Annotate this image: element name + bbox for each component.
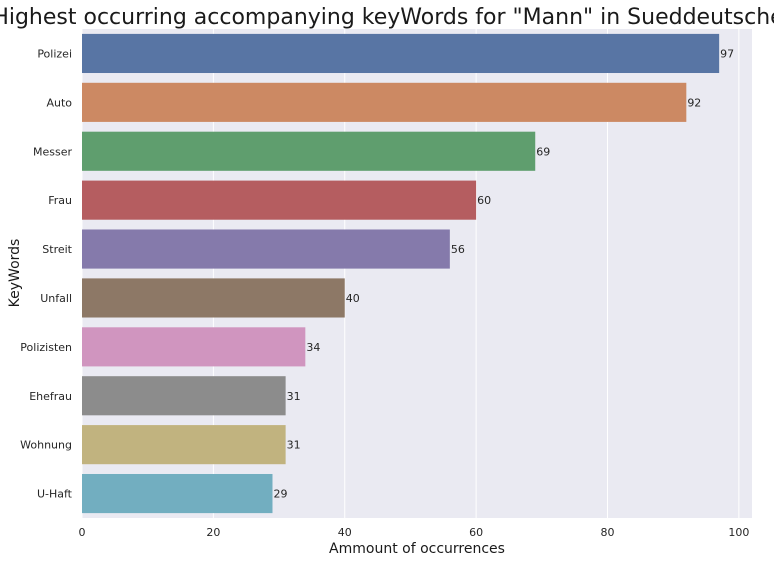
y-tick-label: Frau <box>48 194 72 207</box>
y-tick-label: Ehefrau <box>29 390 72 403</box>
bar-value-label: 29 <box>273 488 287 501</box>
y-tick-label: U-Haft <box>37 488 73 501</box>
bar-value-label: 31 <box>287 390 301 403</box>
x-tick-label: 100 <box>728 526 749 539</box>
bar-value-label: 60 <box>477 194 491 207</box>
data-labels: 97 92 69 60 56 40 34 31 31 29 <box>273 47 734 500</box>
y-tick-label: Auto <box>46 96 72 109</box>
bar-u-haft <box>82 473 273 514</box>
y-tick-labels: Polizei Auto Messer Frau Streit Unfall Polizis… <box>20 47 73 500</box>
bar-value-label: 97 <box>720 47 734 60</box>
bar-streit <box>82 229 450 269</box>
bar-ehefrau <box>82 376 286 416</box>
y-tick-label: Polizei <box>37 47 72 60</box>
x-tick-label: 40 <box>338 526 352 539</box>
y-tick-label: Messer <box>33 145 72 158</box>
bar-unfall <box>82 278 345 318</box>
bar-messer <box>82 131 536 171</box>
y-tick-label: Polizisten <box>20 341 72 354</box>
x-axis-label: Ammount of occurrences <box>329 541 505 557</box>
bar-value-label: 56 <box>451 243 465 256</box>
y-tick-label: Streit <box>42 243 72 256</box>
y-tick-label: Wohnung <box>20 439 72 452</box>
x-tick-labels: 0 20 40 60 80 100 <box>79 526 750 539</box>
bars <box>82 33 720 514</box>
bar-polizei <box>82 33 720 74</box>
bar-value-label: 40 <box>346 292 360 305</box>
bar-wohnung <box>82 425 286 465</box>
x-tick-label: 0 <box>79 526 86 539</box>
bar-polizisten <box>82 327 306 367</box>
x-tick-label: 80 <box>600 526 614 539</box>
x-tick-label: 60 <box>469 526 483 539</box>
bar-value-label: 69 <box>536 145 550 158</box>
bar-auto <box>82 82 687 122</box>
bar-frau <box>82 180 477 220</box>
bar-value-label: 92 <box>687 96 701 109</box>
bar-value-label: 31 <box>287 439 301 452</box>
chart-title: Highest occurring accompanying keyWords … <box>0 5 774 30</box>
y-axis-label: KeyWords <box>7 239 23 308</box>
x-tick-label: 20 <box>206 526 220 539</box>
bar-value-label: 34 <box>306 341 320 354</box>
y-tick-label: Unfall <box>40 292 72 305</box>
